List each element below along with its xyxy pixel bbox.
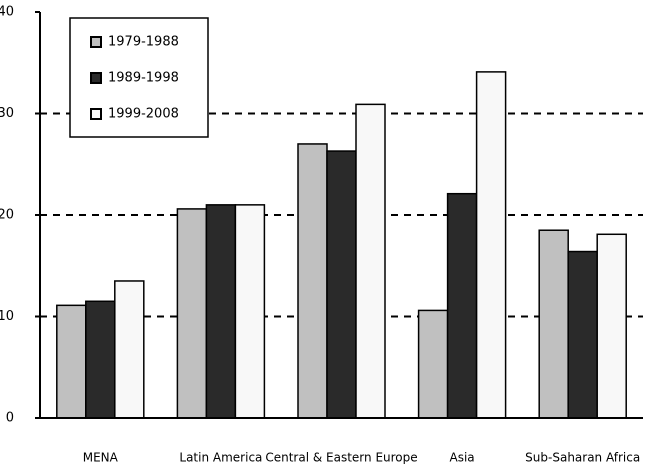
- legend-label: 1999-2008: [108, 107, 179, 122]
- x-tick-label: Latin America: [179, 451, 262, 465]
- legend-swatch: [90, 72, 102, 84]
- legend-swatch: [90, 36, 102, 48]
- legend-label: 1989-1998: [108, 71, 179, 86]
- bar: [538, 229, 569, 419]
- bar: [297, 143, 328, 419]
- bar: [234, 204, 266, 419]
- bar: [114, 280, 145, 419]
- bar: [446, 192, 478, 419]
- y-tick-label: 0: [6, 411, 14, 426]
- bar: [85, 300, 116, 419]
- x-tick-label: Sub-Saharan Africa: [525, 451, 640, 465]
- bar: [205, 204, 237, 419]
- bar: [326, 150, 357, 419]
- bar: [355, 103, 386, 419]
- bar: [475, 71, 507, 419]
- x-tick-label: Asia: [450, 451, 475, 465]
- bar: [176, 208, 208, 419]
- x-tick-label: MENA: [83, 451, 119, 465]
- legend-label: 1979-1988: [108, 35, 179, 50]
- legend-swatch: [90, 108, 102, 120]
- bar: [417, 309, 449, 419]
- bar: [567, 250, 598, 419]
- bar: [56, 304, 87, 419]
- y-tick-label: 20: [0, 208, 14, 223]
- y-tick-label: 10: [0, 309, 14, 324]
- y-tick-label: 40: [0, 5, 14, 20]
- x-tick-label: Central & Eastern Europe: [265, 451, 417, 465]
- bar: [596, 233, 627, 419]
- y-tick-label: 30: [0, 106, 14, 121]
